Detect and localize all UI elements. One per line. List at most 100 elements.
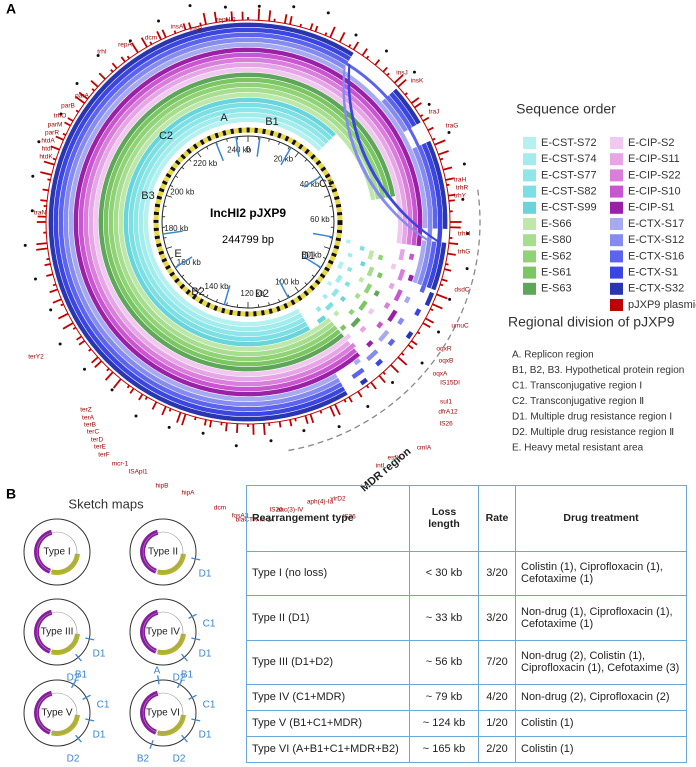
ring-fragment bbox=[405, 331, 414, 340]
gene-dot bbox=[30, 209, 34, 213]
scale-tick bbox=[322, 185, 326, 188]
legend-swatch bbox=[523, 282, 536, 295]
ring-fragment bbox=[388, 282, 395, 290]
gene-tick bbox=[278, 421, 282, 428]
ring-fragment bbox=[347, 252, 353, 258]
scale-label: 140 kb bbox=[205, 282, 230, 291]
ring-fragment bbox=[359, 325, 367, 333]
plasmid-name: IncHI2 pJXP9 bbox=[210, 206, 286, 220]
gene-label: trhY bbox=[454, 193, 467, 200]
gene-label: sul1 bbox=[440, 399, 452, 406]
legend-label: E-S66 bbox=[541, 218, 572, 230]
gene-label: repA bbox=[118, 42, 132, 49]
gene-tick bbox=[390, 364, 400, 374]
table-cell: Non-drug (2), Ciprofloxacin (2) bbox=[515, 683, 687, 711]
legend-swatch bbox=[610, 282, 623, 295]
ring-fragment bbox=[363, 283, 373, 294]
sketch-type: Type III bbox=[41, 627, 74, 638]
region-item: D2. Multiple drug resistance region Ⅱ bbox=[512, 427, 674, 438]
region-item: C1. Transconjugative region Ⅰ bbox=[512, 381, 642, 392]
ring-fragment bbox=[383, 302, 391, 310]
gene-tick bbox=[91, 356, 99, 364]
ring-fragment bbox=[408, 253, 415, 261]
region-boundary bbox=[174, 256, 193, 269]
sketch-arc bbox=[140, 609, 159, 654]
gene-dot bbox=[37, 140, 41, 144]
ring-fragment bbox=[403, 295, 411, 304]
scale-tick bbox=[197, 152, 202, 158]
sketch-mark: D2 bbox=[173, 754, 186, 765]
scale-tick bbox=[278, 299, 281, 303]
scale-tick bbox=[188, 159, 192, 162]
gene-dot bbox=[447, 131, 451, 135]
gene-tick bbox=[52, 298, 62, 304]
gene-tick bbox=[36, 242, 48, 246]
scale-tick bbox=[268, 138, 270, 142]
sketch-arc bbox=[140, 690, 159, 735]
ring-fragment bbox=[315, 306, 322, 313]
legend-swatch bbox=[523, 137, 536, 149]
gene-dot bbox=[292, 5, 296, 9]
gene-dot bbox=[33, 277, 37, 281]
gene-tick bbox=[62, 322, 74, 330]
sketch-tick bbox=[82, 694, 91, 700]
scale-tick bbox=[226, 138, 228, 142]
gene-tick bbox=[129, 387, 135, 394]
gene-tick bbox=[422, 116, 430, 122]
sketch-mark: C1 bbox=[203, 619, 216, 630]
scale-label: 100 kb bbox=[275, 278, 300, 287]
sequence-ring bbox=[128, 102, 333, 342]
sketch-arc bbox=[157, 553, 186, 575]
gene-dot bbox=[59, 112, 63, 116]
table-header: Rearrangement type bbox=[246, 485, 410, 552]
gene-label: terB bbox=[84, 422, 96, 429]
legend-swatch bbox=[610, 153, 623, 166]
gene-tick bbox=[76, 335, 83, 341]
gene-tick bbox=[182, 23, 187, 31]
scale-label: 40 kb bbox=[300, 180, 320, 189]
legend-label: E-CST-S72 bbox=[541, 137, 597, 149]
legend-swatch bbox=[610, 266, 623, 279]
gene-tick bbox=[188, 22, 192, 29]
sketch-circle bbox=[129, 518, 197, 586]
gene-label: cmlA bbox=[417, 445, 432, 452]
ring-fragment bbox=[366, 340, 374, 348]
ring-fragment bbox=[359, 245, 365, 251]
legend-label: E-CTX-S17 bbox=[628, 218, 684, 230]
ring-fragment bbox=[421, 262, 428, 270]
sketch-tick bbox=[188, 613, 197, 619]
gene-label: traG bbox=[446, 123, 459, 130]
panel-label: B bbox=[6, 486, 16, 502]
gene-label: trhO bbox=[54, 113, 67, 120]
ring-fragment bbox=[339, 324, 347, 331]
gene-tick bbox=[352, 41, 360, 51]
gene-tick bbox=[203, 419, 207, 426]
gene-tick bbox=[138, 393, 144, 401]
sketch-tick bbox=[181, 653, 188, 662]
legend-label: E-CST-S74 bbox=[541, 153, 597, 165]
gene-tick bbox=[438, 150, 449, 156]
gene-tick bbox=[436, 293, 448, 300]
gene-dot bbox=[384, 49, 388, 53]
sketch-tick bbox=[191, 718, 201, 722]
scale-tick bbox=[294, 152, 299, 158]
gene-tick bbox=[40, 171, 52, 176]
gene-tick bbox=[397, 78, 407, 88]
gene-tick bbox=[72, 326, 77, 330]
backbone bbox=[161, 135, 335, 309]
sketch-arc bbox=[51, 714, 80, 736]
gene-label: parA bbox=[75, 93, 89, 100]
legend-label: E-CTX-S12 bbox=[628, 234, 684, 246]
gene-tick bbox=[410, 97, 420, 104]
gene-tick bbox=[213, 11, 218, 23]
sketch-mark: D1 bbox=[93, 730, 106, 741]
scale-tick bbox=[322, 256, 326, 259]
ring-gap bbox=[410, 122, 431, 146]
ring-fragment bbox=[376, 321, 384, 329]
legend-swatch bbox=[610, 218, 623, 230]
legend-label: E-CIP-S2 bbox=[628, 137, 674, 149]
table-header: Drug treatment bbox=[515, 485, 687, 552]
region-label: B2 bbox=[191, 286, 204, 298]
scale-tick bbox=[311, 166, 315, 170]
region-item: C2. Transconjugative region Ⅱ bbox=[512, 396, 644, 407]
